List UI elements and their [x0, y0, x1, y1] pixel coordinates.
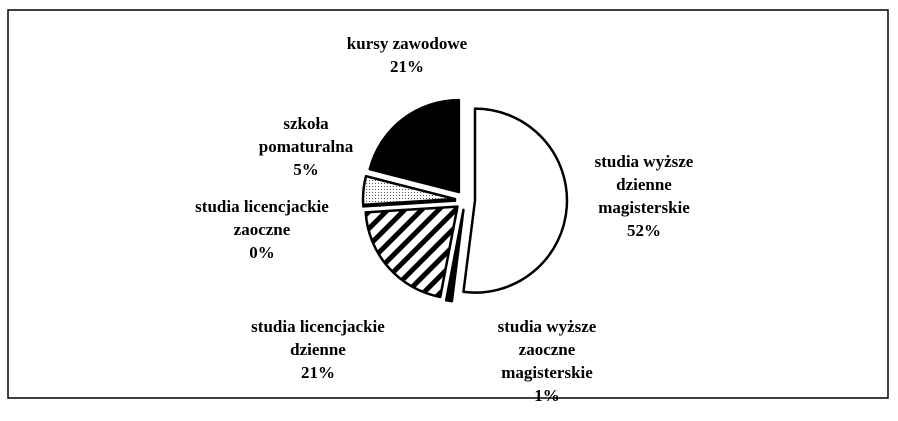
value-label: 1% — [534, 386, 560, 405]
pie-slice — [462, 107, 569, 294]
category-label: studia wyższe dzienne magisterskie — [594, 152, 694, 217]
pie-slice — [361, 199, 457, 208]
slice-label: szkoła pomaturalna 5% — [251, 112, 361, 181]
slice-label: studia licencjackie dzienne 21% — [223, 315, 413, 384]
pie-slice — [444, 208, 465, 303]
pie-slice — [361, 174, 457, 207]
frame — [7, 9, 889, 399]
value-label: 21% — [390, 57, 424, 76]
value-label: 5% — [293, 160, 319, 179]
slice-label: studia licencjackie zaoczne 0% — [167, 195, 357, 264]
slice-label: kursy zawodowe 21% — [307, 32, 507, 78]
value-label: 21% — [301, 363, 335, 382]
category-label: studia wyższe zaoczne magisterskie — [497, 317, 597, 382]
value-label: 0% — [249, 243, 275, 262]
category-label: kursy zawodowe — [346, 34, 468, 53]
category-label: szkoła pomaturalna — [258, 114, 354, 156]
pie-slice — [364, 205, 459, 299]
category-label: studia licencjackie zaoczne — [195, 197, 329, 239]
value-label: 52% — [627, 221, 661, 240]
category-label: studia licencjackie dzienne — [251, 317, 385, 359]
slice-label: studia wyższe zaoczne magisterskie 1% — [482, 315, 612, 407]
slice-label: studia wyższe dzienne magisterskie 52% — [579, 150, 709, 242]
pie-slice — [368, 98, 461, 194]
